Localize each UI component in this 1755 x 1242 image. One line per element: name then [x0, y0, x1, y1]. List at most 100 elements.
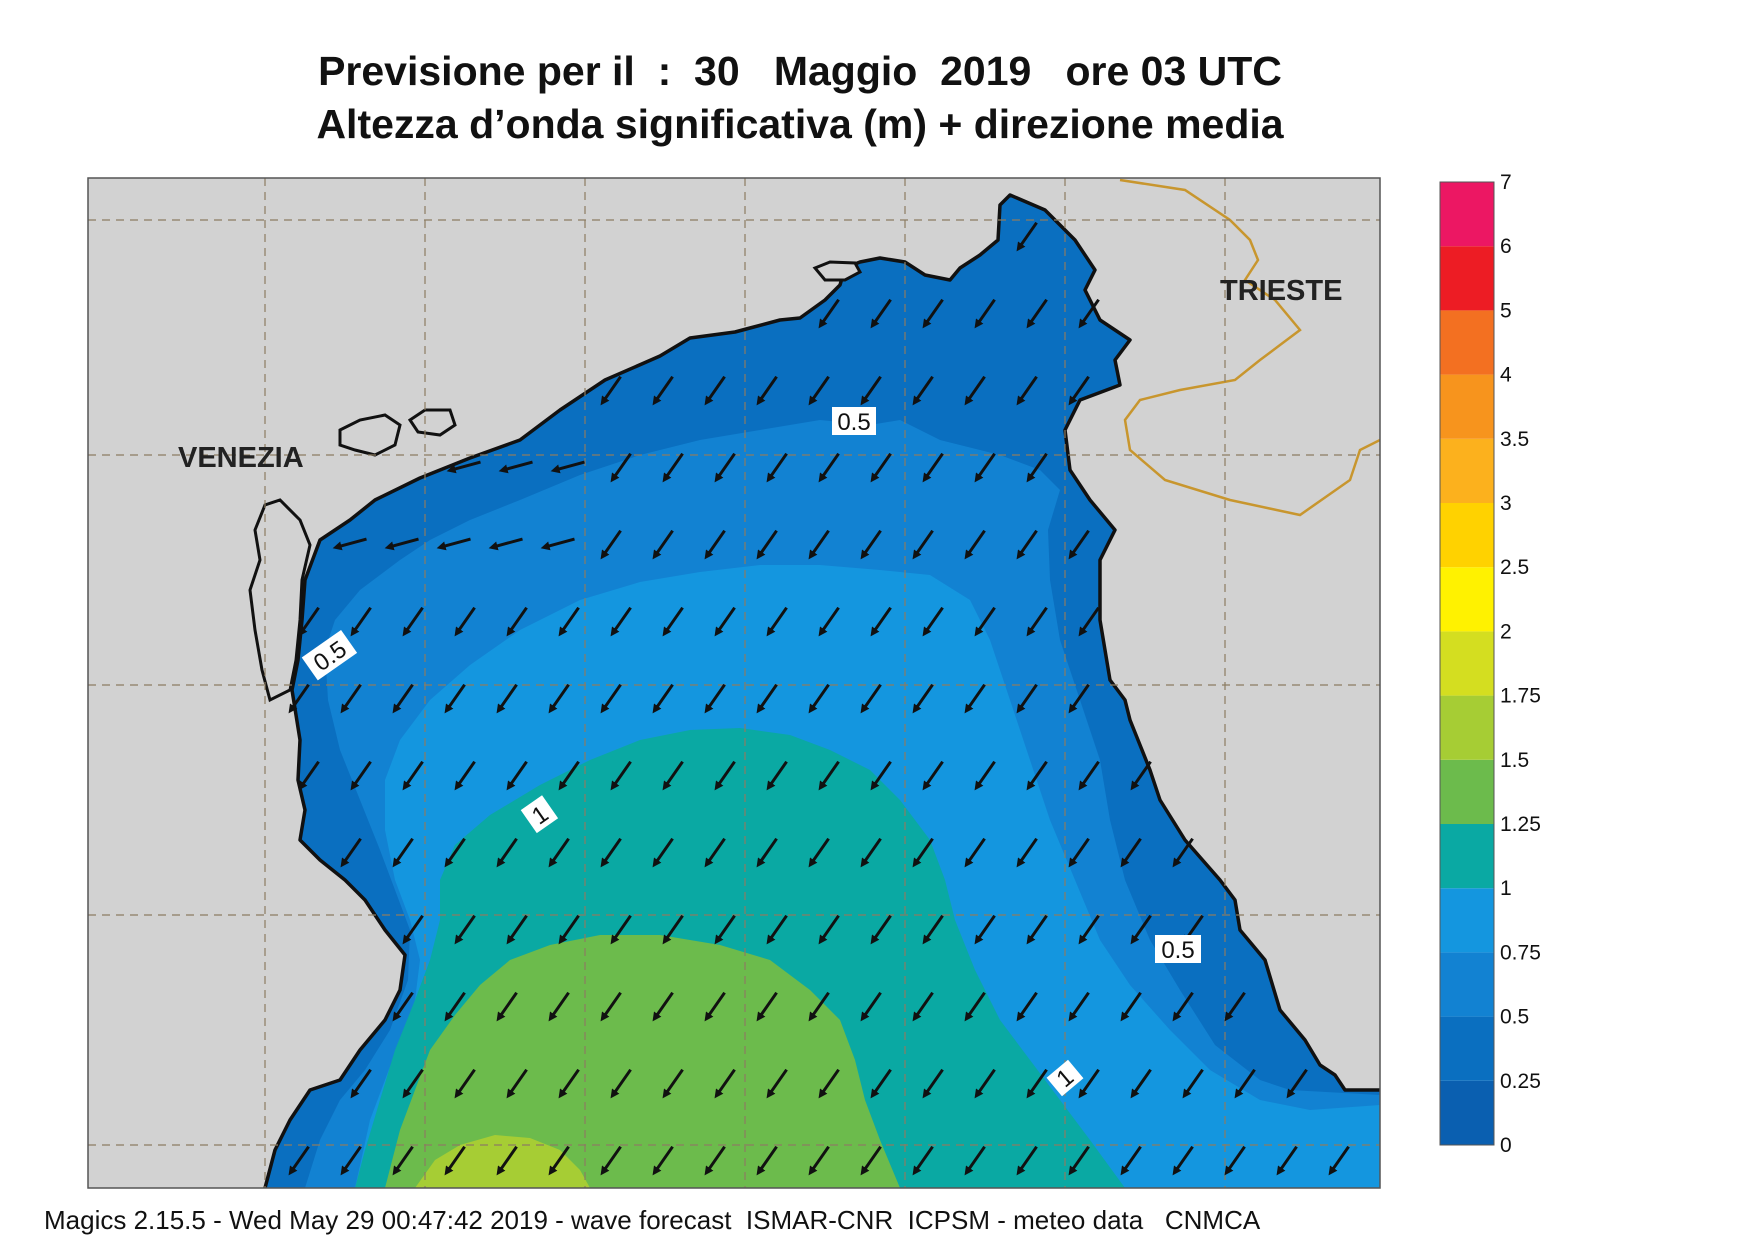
wave-arrow: [662, 760, 684, 791]
wave-arrow: [870, 1068, 892, 1099]
legend-label: 2.5: [1500, 556, 1529, 579]
wave-arrow: [488, 537, 523, 551]
wave-arrow: [332, 537, 367, 551]
wave-arrow: [870, 760, 892, 791]
wave-arrow: [298, 606, 320, 637]
wave-arrow: [964, 991, 986, 1022]
wave-arrow: [288, 1145, 310, 1176]
city-label-venezia: VENEZIA: [178, 442, 304, 474]
wave-arrow: [704, 837, 726, 868]
wave-arrow: [1068, 683, 1090, 714]
legend-swatch: [1440, 182, 1494, 247]
wave-arrow: [392, 837, 414, 868]
wave-arrow: [766, 914, 788, 945]
legend-swatch: [1440, 631, 1494, 696]
legend-swatch: [1440, 695, 1494, 760]
graticule: [88, 178, 1380, 1188]
wave-arrow: [1120, 1145, 1142, 1176]
wave-arrow: [922, 914, 944, 945]
wave-arrow: [454, 606, 476, 637]
wave-arrow: [1016, 837, 1038, 868]
contour-label-text: 0.5: [837, 409, 870, 436]
wave-arrow: [714, 606, 736, 637]
map-subtitle: Altezza d’onda significativa (m) + direz…: [316, 101, 1284, 147]
wave-arrow: [1078, 914, 1100, 945]
wave-arrow: [1026, 606, 1048, 637]
wave-arrow: [600, 991, 622, 1022]
wave-arrow: [496, 837, 518, 868]
legend-label: 0.5: [1500, 1006, 1529, 1029]
legend-swatch: [1440, 374, 1494, 439]
wave-arrow: [402, 914, 424, 945]
wave-arrow: [1016, 221, 1038, 252]
legend-label: 0.25: [1500, 1070, 1541, 1093]
wave-arrow: [704, 1145, 726, 1176]
wave-arrow: [912, 529, 934, 560]
wave-arrow: [860, 837, 882, 868]
wave-arrow: [1016, 529, 1038, 560]
wave-arrow: [756, 1145, 778, 1176]
wave-arrow: [652, 991, 674, 1022]
legend-label: 1.75: [1500, 685, 1541, 708]
wave-arrow: [350, 1068, 372, 1099]
wave-arrow: [444, 683, 466, 714]
wave-arrow: [340, 1145, 362, 1176]
wave-arrow: [600, 1145, 622, 1176]
wave-arrow: [446, 460, 481, 474]
wave-arrow: [860, 1145, 882, 1176]
wave-arrow: [392, 1145, 414, 1176]
wave-arrow: [548, 1145, 570, 1176]
wave-arrow: [974, 914, 996, 945]
legend-label: 0: [1500, 1134, 1512, 1157]
wave-arrow: [860, 683, 882, 714]
wave-arrow: [1120, 991, 1142, 1022]
wave-arrow: [600, 683, 622, 714]
wave-arrow: [1078, 1068, 1100, 1099]
wave-arrow: [870, 298, 892, 329]
wave-arrow: [808, 375, 830, 406]
wave-arrow: [610, 914, 632, 945]
wave-arrow: [1016, 991, 1038, 1022]
wave-arrow: [714, 1068, 736, 1099]
legend-swatch: [1440, 952, 1494, 1017]
wave-arrow: [652, 1145, 674, 1176]
contour-label-text: 0.5: [1161, 937, 1194, 964]
wave-arrow: [498, 460, 533, 474]
wave-arrow: [1172, 837, 1194, 868]
wave-arrow: [964, 529, 986, 560]
wave-arrow: [766, 452, 788, 483]
legend-label: 4: [1500, 364, 1512, 387]
wave-arrow: [610, 606, 632, 637]
wave-arrow: [350, 760, 372, 791]
wave-arrow: [436, 537, 471, 551]
wave-arrow: [340, 683, 362, 714]
wave-arrow: [1286, 1068, 1308, 1099]
wave-arrow: [548, 991, 570, 1022]
wave-arrow: [714, 914, 736, 945]
wave-arrow: [402, 606, 424, 637]
wave-arrow: [496, 991, 518, 1022]
wave-arrow: [496, 683, 518, 714]
wave-arrow: [922, 298, 944, 329]
legend-frame: [1439, 181, 1495, 1146]
wave-arrow: [1026, 760, 1048, 791]
legend-swatch: [1440, 567, 1494, 632]
contour-label-center: 1: [520, 795, 559, 834]
wave-arrow: [444, 837, 466, 868]
wave-arrow: [756, 837, 778, 868]
wave-arrow: [808, 683, 830, 714]
wave-arrow: [818, 298, 840, 329]
wave-arrow: [818, 606, 840, 637]
wave-arrow: [808, 837, 830, 868]
wave-arrow: [548, 837, 570, 868]
wave-arrow: [1224, 991, 1246, 1022]
legend-swatch: [1440, 310, 1494, 375]
wave-arrow: [974, 298, 996, 329]
wave-arrow: [350, 606, 372, 637]
wave-arrow: [506, 1068, 528, 1099]
wave-arrow: [340, 837, 362, 868]
wave-arrow: [818, 1068, 840, 1099]
wave-arrow: [1224, 1145, 1246, 1176]
wave-arrow: [974, 452, 996, 483]
wave-arrow: [558, 1068, 580, 1099]
